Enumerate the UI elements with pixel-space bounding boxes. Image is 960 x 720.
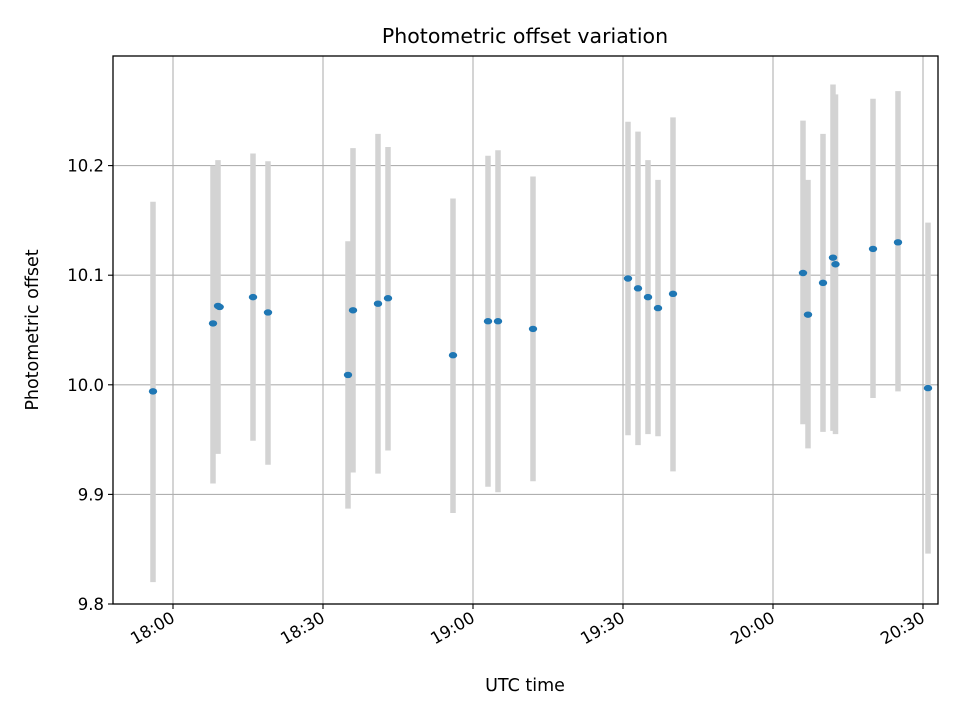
data-point (668, 290, 678, 298)
data-point (263, 309, 273, 316)
data-point (373, 300, 383, 307)
data-point (383, 295, 393, 302)
data-point (803, 311, 813, 318)
y-axis-label: Photometric offset (23, 249, 43, 410)
y-tick-label: 10.0 (67, 376, 104, 395)
data-point (633, 285, 643, 292)
data-point (831, 261, 840, 268)
data-point (493, 318, 503, 325)
data-point (798, 269, 808, 277)
data-point (818, 279, 828, 287)
data-point (148, 388, 158, 395)
data-point (215, 303, 224, 311)
data-point (208, 320, 218, 327)
data-point (248, 293, 258, 301)
data-point (828, 254, 838, 261)
y-tick-label: 9.9 (78, 485, 104, 504)
chart-title: Photometric offset variation (382, 24, 668, 48)
data-point (348, 307, 358, 314)
data-point (623, 275, 633, 282)
x-axis-label: UTC time (485, 676, 565, 696)
data-point (868, 245, 878, 253)
plot-area (113, 56, 938, 604)
data-point (653, 304, 663, 312)
y-tick-label: 9.8 (78, 595, 104, 614)
data-point (448, 352, 458, 359)
data-point (923, 384, 933, 392)
data-points (148, 239, 933, 395)
data-point (483, 318, 493, 325)
data-point (643, 293, 653, 301)
data-point (343, 371, 353, 379)
y-tick-label: 10.1 (67, 266, 104, 285)
data-point (528, 325, 538, 333)
plot-frame (112, 55, 939, 605)
y-tick-label: 10.2 (67, 157, 104, 176)
data-point (893, 239, 903, 246)
